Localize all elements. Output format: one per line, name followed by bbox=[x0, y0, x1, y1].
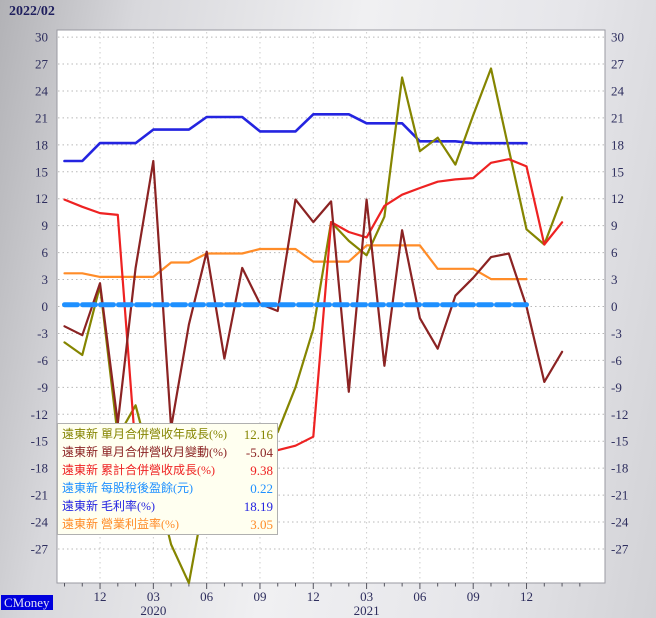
legend-label: 遠東新 每股稅後盈餘(元) bbox=[62, 480, 193, 495]
y-tick-label: -21 bbox=[31, 488, 48, 503]
x-tick-label: 06 bbox=[413, 589, 427, 604]
y-tick-label: -24 bbox=[31, 515, 49, 530]
y-tick-label: -15 bbox=[611, 434, 628, 449]
legend-label: 遠東新 營業利益率(%) bbox=[62, 516, 179, 531]
y-tick-label: 27 bbox=[611, 57, 625, 72]
legend-value: 12.16 bbox=[243, 426, 273, 442]
y-tick-label: 21 bbox=[611, 110, 624, 125]
legend-row-gross-margin: 遠東新 毛利率(%) 18.19 bbox=[62, 498, 273, 515]
x-tick-label: 12 bbox=[520, 589, 533, 604]
y-tick-label: 30 bbox=[35, 30, 48, 45]
y-tick-label: -24 bbox=[611, 515, 629, 530]
y-tick-label: 18 bbox=[35, 137, 48, 152]
y-tick-label: 30 bbox=[611, 30, 624, 45]
legend-value: -5.04 bbox=[245, 444, 273, 460]
y-axis-right-labels: 302724211815129630-3-6-9-12-15-18-21-24-… bbox=[611, 30, 629, 557]
x-tick-label: 03 bbox=[147, 589, 160, 604]
series-line-operating-margin bbox=[63, 244, 528, 281]
legend-label: 遠東新 毛利率(%) bbox=[62, 498, 155, 513]
legend-label: 遠東新 單月合併營收月變動(%) bbox=[62, 444, 227, 459]
x-tick-label: 03 bbox=[360, 589, 373, 604]
y-tick-label: -9 bbox=[37, 380, 48, 395]
y-tick-label: -18 bbox=[611, 461, 628, 476]
y-tick-label: 9 bbox=[611, 218, 618, 233]
y-tick-label: 0 bbox=[42, 299, 49, 314]
y-tick-label: 21 bbox=[35, 110, 48, 125]
series-line-monthly-revenue-mom-change bbox=[63, 159, 564, 429]
cmoney-watermark: CMoney bbox=[1, 595, 53, 610]
x-tick-label: 12 bbox=[94, 589, 107, 604]
legend-value: 3.05 bbox=[250, 516, 273, 532]
x-tick-label: 06 bbox=[200, 589, 214, 604]
y-tick-label: -12 bbox=[31, 407, 48, 422]
y-tick-label: 6 bbox=[42, 245, 49, 260]
y-tick-label: 6 bbox=[611, 245, 618, 260]
x-tick-label: 09 bbox=[467, 589, 480, 604]
legend-label: 遠東新 累計合併營收成長(%) bbox=[62, 462, 215, 477]
y-tick-label: 3 bbox=[42, 272, 49, 287]
y-tick-label: 24 bbox=[611, 83, 625, 98]
y-tick-label: 3 bbox=[611, 272, 618, 287]
legend-row-cumulative-growth: 遠東新 累計合併營收成長(%) 9.38 bbox=[62, 462, 273, 479]
y-axis-left-labels: 302724211815129630-3-6-9-12-15-18-21-24-… bbox=[31, 30, 49, 557]
y-tick-label: 15 bbox=[35, 164, 48, 179]
legend: 遠東新 單月合併營收年成長(%) 12.16 遠東新 單月合併營收月變動(%) … bbox=[57, 423, 278, 535]
y-tick-label: 12 bbox=[35, 191, 48, 206]
y-tick-label: 27 bbox=[35, 57, 49, 72]
y-tick-label: -12 bbox=[611, 407, 628, 422]
series-line-gross-margin bbox=[63, 113, 528, 163]
y-tick-label: -27 bbox=[611, 541, 629, 556]
x-year-label: 2021 bbox=[354, 603, 380, 618]
y-tick-label: -3 bbox=[611, 326, 622, 341]
y-tick-label: -21 bbox=[611, 488, 628, 503]
page-title: 2022/02 bbox=[9, 4, 55, 19]
y-tick-label: 24 bbox=[35, 83, 49, 98]
y-tick-label: -18 bbox=[31, 461, 48, 476]
y-tick-label: -3 bbox=[37, 326, 48, 341]
y-tick-label: 18 bbox=[611, 137, 624, 152]
x-tick-label: 09 bbox=[253, 589, 266, 604]
y-tick-label: -6 bbox=[611, 353, 622, 368]
y-tick-label: -6 bbox=[37, 353, 48, 368]
y-tick-label: 15 bbox=[611, 164, 624, 179]
y-tick-label: 9 bbox=[42, 218, 49, 233]
y-tick-label: 0 bbox=[611, 299, 618, 314]
legend-row-eps: 遠東新 每股稅後盈餘(元) 0.22 bbox=[62, 480, 273, 497]
x-tick-label: 12 bbox=[307, 589, 320, 604]
legend-row-monthly-rev-yoy: 遠東新 單月合併營收年成長(%) 12.16 bbox=[62, 426, 273, 443]
x-year-label: 2020 bbox=[140, 603, 166, 618]
legend-value: 0.22 bbox=[250, 480, 273, 496]
y-tick-label: -15 bbox=[31, 434, 48, 449]
legend-row-operating-margin: 遠東新 營業利益率(%) 3.05 bbox=[62, 516, 273, 533]
legend-label: 遠東新 單月合併營收年成長(%) bbox=[62, 426, 227, 441]
legend-row-monthly-rev-mom: 遠東新 單月合併營收月變動(%) -5.04 bbox=[62, 444, 273, 461]
legend-value: 18.19 bbox=[243, 498, 273, 514]
y-tick-label: 12 bbox=[611, 191, 624, 206]
legend-value: 9.38 bbox=[250, 462, 273, 478]
y-tick-label: -27 bbox=[31, 541, 49, 556]
y-tick-label: -9 bbox=[611, 380, 622, 395]
